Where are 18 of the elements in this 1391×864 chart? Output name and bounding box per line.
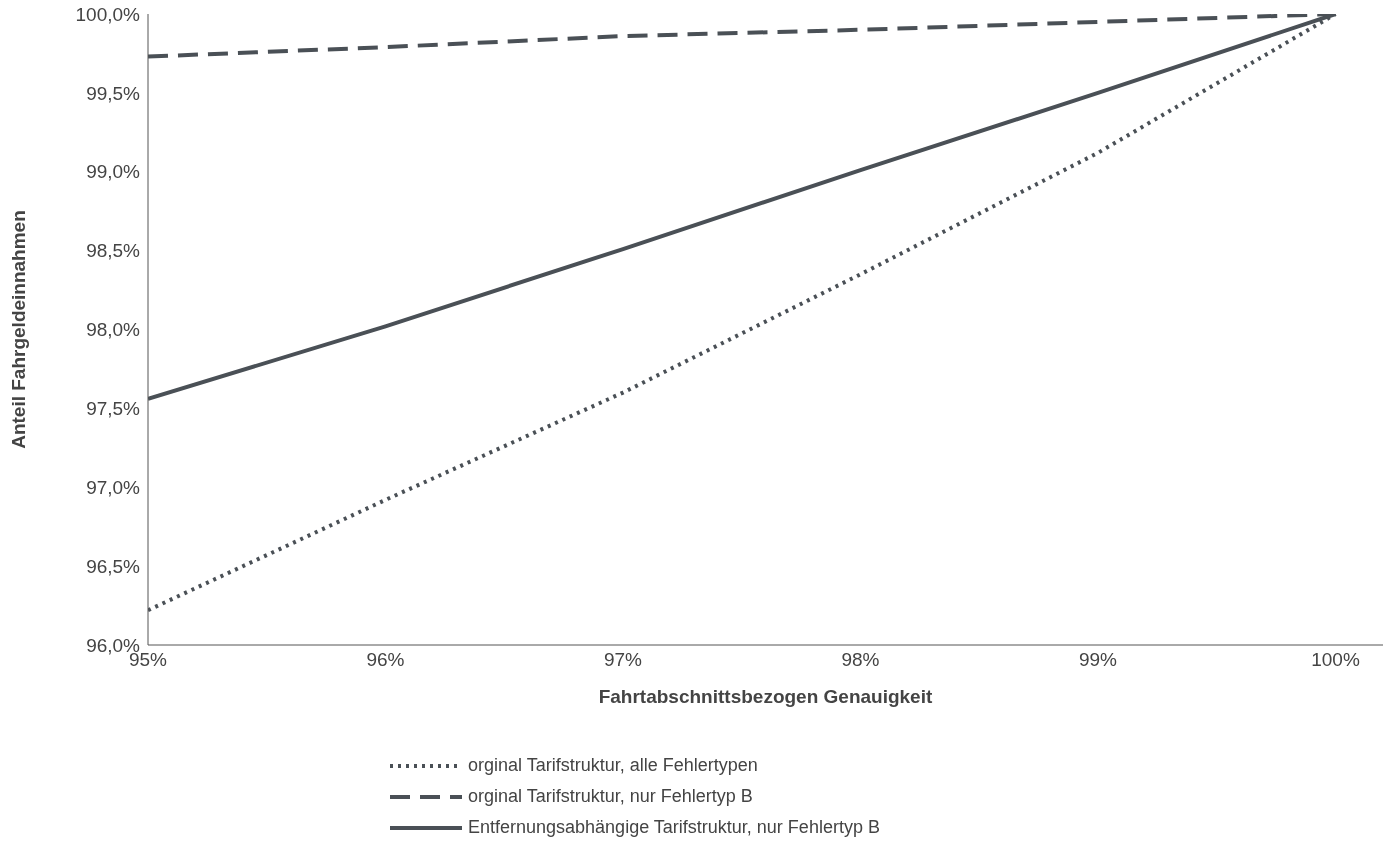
y-axis-title: Anteil Fahrgeldeinnahmen	[7, 210, 29, 449]
y-tick-label: 97,0%	[86, 476, 141, 498]
y-tick-label: 97,5%	[86, 398, 141, 420]
x-tick-label: 98%	[841, 649, 880, 671]
legend-label: Entfernungsabhängige Tarifstruktur, nur Fehlertyp B	[468, 817, 880, 838]
legend-label: orginal Tarifstruktur, alle Fehlertypen	[468, 755, 758, 776]
x-tick-label: 96%	[366, 649, 405, 671]
y-tick-label: 98,0%	[86, 319, 141, 341]
legend-label: orginal Tarifstruktur, nur Fehlertyp B	[468, 786, 753, 807]
x-axis-title: Fahrtabschnittsbezogen Genauigkeit	[598, 686, 933, 708]
y-tick-label: 98,5%	[86, 240, 141, 262]
y-tick-label: 96,5%	[86, 555, 141, 577]
x-tick-label: 97%	[603, 649, 643, 671]
y-tick-label: 100,0%	[75, 3, 141, 25]
x-tick-label: 99%	[1078, 649, 1118, 671]
y-tick-label: 99,0%	[86, 161, 141, 183]
y-tick-label: 99,5%	[86, 82, 141, 104]
x-tick-label: 100%	[1311, 649, 1360, 671]
